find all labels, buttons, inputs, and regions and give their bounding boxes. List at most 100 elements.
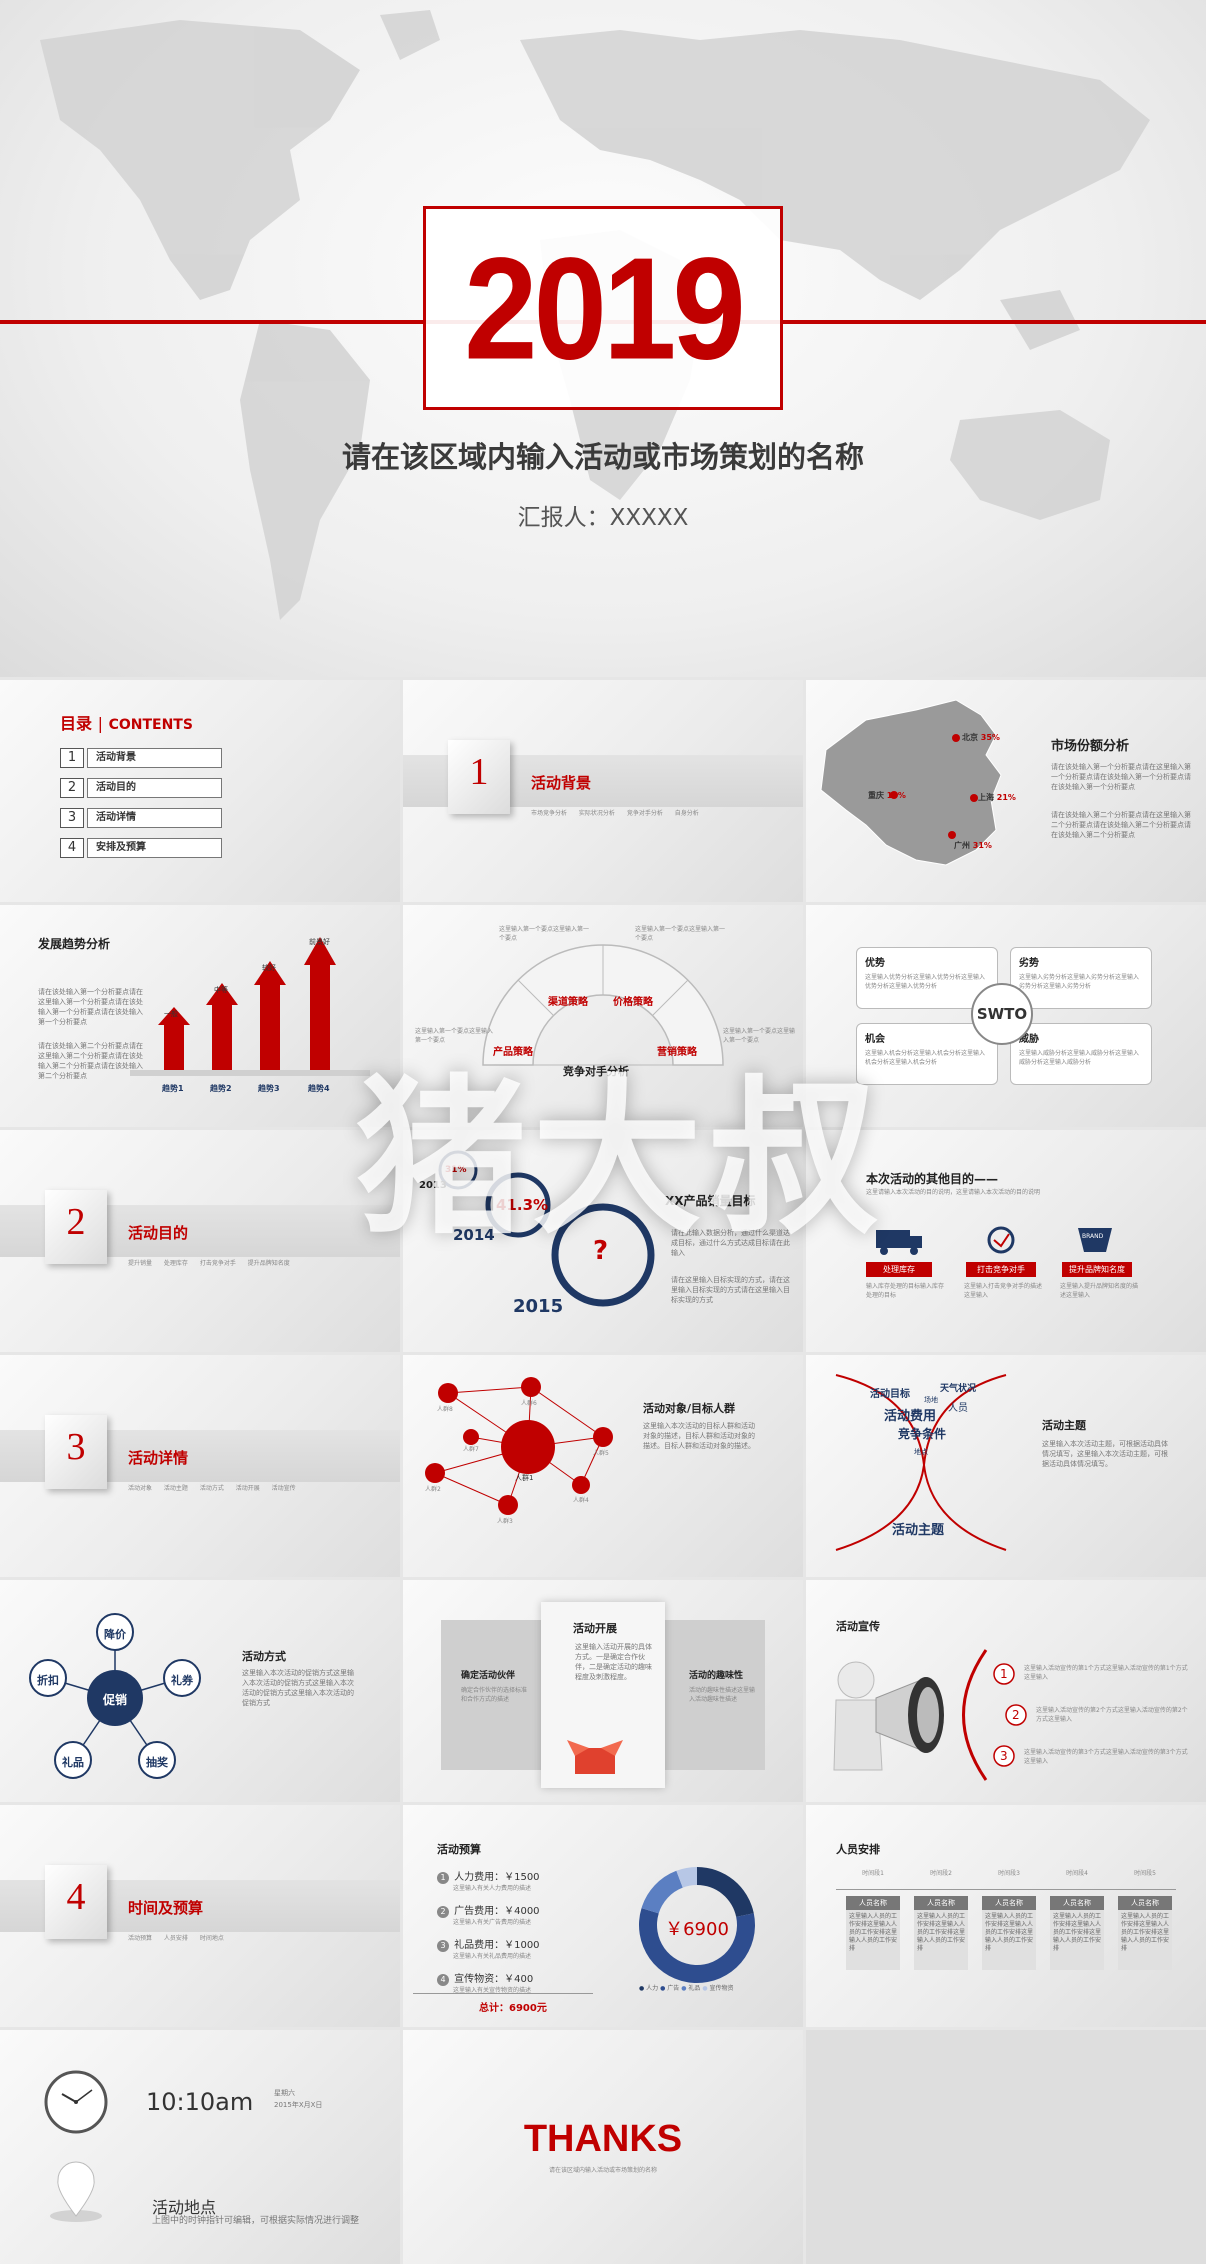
venue-title: 活动地点 [152,2198,217,2217]
method-item: 降价 [104,1628,126,1641]
staff-column: 时间段1 人员名称 这里输入人员的工作安排这里输入人员的工作安排这里输入人员的工作安… [846,1869,900,1970]
section-title: 活动目的 [128,1224,189,1242]
city-label: 北京 35% [962,733,1000,742]
budget-title: 活动预算 [437,1843,481,1856]
audience-slide: 人群1 人群8 人群6 人群7 人群5 人群2 人群4 人群3 活动对象/目标人… [403,1355,803,1577]
section-subtitle: 活动对象 活动主题 活动方式 活动开展 活动宣传 [128,1485,296,1492]
staff-slide: 人员安排 时间段1 人员名称 这里输入人员的工作安排这里输入人员的工作安排这里输入人… [806,1805,1206,2027]
budget-donut-chart [639,1867,755,1983]
staff-column: 时间段4 人员名称 这里输入人员的工作安排这里输入人员的工作安排这里输入人员的工作安… [1050,1869,1104,1970]
launch-right-title: 活动的趣味性 [689,1671,744,1681]
section-4-slide: 4 时间及预算 活动预算 人员安排 时间地点 [0,1805,400,2027]
theme-word: 人员 [948,1403,968,1414]
section-subtitle: 提升销量 处理库存 打击竞争对手 提升品牌知名度 [128,1260,290,1267]
toc-label: 安排及预算 [87,838,222,858]
market-note-2: 请在该处输入第二个分析要点请在这里输入第二个分析要点请在该处输入第二个分析要点请… [1051,811,1191,839]
time-venue-slide: 10:10am 星期六 2015年X月X日 活动地点 上图中的时钟指针可编辑，可… [0,2030,400,2264]
toc-num: 1 [60,748,84,768]
market-share-slide: 北京 35% 重庆 13% 上海 21% 广州 31% 市场份额分析 请在该处输… [806,680,1206,902]
theme-word: 活动费用 [884,1409,937,1424]
strategy-segment: 渠道策略 [548,997,588,1008]
toc-title-en: CONTENTS [108,717,193,733]
promo-text: 这里输入活动宣传的第2个方式这里输入活动宣传的第2个方式这里输入 [1036,1707,1188,1723]
brand-badge: BRAND [1082,1233,1104,1240]
promotion-title: 活动宣传 [836,1620,880,1633]
donut-center-label: ￥6900 [665,1919,729,1940]
hero-reporter: 汇报人：XXXXX [517,505,689,531]
theme-title: 活动主题 [1042,1419,1086,1432]
audience-node: 人群8 [437,1406,453,1413]
goal-icons [876,1226,1112,1255]
method-hub [29,1613,201,1779]
strategy-segment: 营销策略 [657,1047,697,1058]
theme-word: 竞争条件 [898,1427,947,1441]
title-slide: 2019 请在该区域内输入活动或市场策划的名称 汇报人：XXXXX [0,0,1206,677]
section-title: 时间及预算 [128,1899,204,1917]
method-item: 抽奖 [146,1756,168,1769]
competitor-point: 这里输入第一个要点这里输入第一个要点 [635,926,726,942]
sales-goal-title: XX产品销量目标 [665,1194,756,1208]
launch-title: 活动开展 [573,1622,617,1635]
method-text: 这里输入本次活动的促销方式这里输入本次活动的促销方式这里输入本次活动的促销方式这… [242,1669,354,1707]
donut-slice-宣传物资 [676,1867,697,1888]
toc-item-4[interactable]: 4 安排及预算 [60,838,222,858]
donut-slice-广告 [639,1908,755,1983]
hero-year: 2019 [464,227,746,389]
toc-num: 3 [60,808,84,828]
launch-right-text: 活动的趣味性描述这里输入活动趣味性描述 [689,1687,756,1703]
launch-left-title: 确定活动伙伴 [461,1671,516,1681]
sales-note-1: 请在此输入数据分析，通过什么渠道达成目标，通过什么方式达成目标请在此输入 [671,1229,790,1257]
theme-word: 地点 [914,1448,928,1456]
goal-text: 这里输入打击竞争对手的描述这里输入 [964,1283,1043,1299]
theme-slide: 活动目标 天气状况 场地 人员 活动费用 竞争条件 地点 活动主题 活动主题 这… [806,1355,1206,1577]
section-number: 1 [469,751,489,793]
promo-num: 3 [1000,1749,1008,1763]
budget-slide: 活动预算 1 人力费用：￥1500 这里输入有关人力费用的描述 2 广告费用：￥4… [403,1805,803,2027]
competitor-fan [482,944,724,1066]
megaphone-figure [833,1649,1027,1781]
budget-item: 2 广告费用：￥4000 这里输入有关广告费用的描述 [437,1899,587,1927]
trend-slide: 发展趋势分析 请在该处输入第一个分析要点请在这里输入第一个分析要点请在该处输入第… [0,905,400,1127]
toc-slide: 目录 | CONTENTS 1 活动背景 2 活动目的 3 活动详情 4 安排及预算 [0,680,400,902]
thanks-sub: 请在该区域内输入活动或市场策划的名称 [548,2167,657,2174]
trend-label: 趋势4 [308,1084,330,1093]
clock-icon [44,2070,108,2222]
audience-center: 人群1 [515,1474,534,1482]
toc-item-1[interactable]: 1 活动背景 [60,748,222,768]
goal-pill: 处理库存 [866,1262,932,1277]
promo-num: 1 [1000,1667,1008,1681]
section-2-slide: 2 活动目的 提升销量 处理库存 打击竞争对手 提升品牌知名度 [0,1130,400,1352]
market-share-title: 市场份额分析 [1051,739,1130,754]
staff-title: 人员安排 [836,1843,880,1856]
theme-word: 活动目标 [870,1389,910,1400]
competitor-slide: 产品策略 渠道策略 价格策略 营销策略 竞争对手分析 这里输入第一个要点这里输入… [403,905,803,1127]
budget-item: 3 礼品费用：￥1000 这里输入有关礼品费用的描述 [437,1933,587,1961]
toc-item-2[interactable]: 2 活动目的 [60,778,222,798]
other-goals-slide: 本次活动的其他目的—— 这里请输入本次活动的目的说明，这里请输入本次活动的目的说… [806,1130,1206,1352]
trend-title: 发展趋势分析 [38,937,111,951]
audience-node: 人群5 [593,1450,609,1457]
toc-num: 4 [60,838,84,858]
thanks-title: THANKS [523,2118,683,2160]
trend-note-1: 请在该处输入第一个分析要点请在这里输入第一个分析要点请在该处输入第一个分析要点请… [38,988,143,1026]
swot-weakness: 劣势 这里输入劣势分析这里输入劣势分析这里输入劣势分析这里输入劣势分析 [1010,947,1152,1009]
method-center: 促销 [102,1693,127,1707]
audience-node: 人群6 [521,1400,537,1407]
sales-goal-circles [438,1150,655,1307]
trend-tag: 前景好 [309,938,330,946]
toc-item-3[interactable]: 3 活动详情 [60,808,222,828]
question-mark: ? [593,1236,609,1266]
thanks-slide: THANKS 请在该区域内输入活动或市场策划的名称 [403,2030,803,2264]
toc-title-cn: 目录 [60,714,93,733]
toc-label: 活动背景 [87,748,222,768]
section-subtitle: 市场竞争分析 实际状况分析 竞争对手分析 自身分析 [531,810,699,817]
year-label: 2014 [453,1226,495,1244]
competitor-point: 这里输入第一个要点这里输入第一个要点 [723,1028,796,1044]
competitor-point: 这里输入第一个要点这里输入第一个要点 [415,1028,494,1044]
audience-title: 活动对象/目标人群 [643,1402,736,1415]
clock-weekday: 星期六 [274,2089,295,2097]
section-number-tile [45,1865,107,1939]
toc-label: 活动详情 [87,808,222,828]
city-label: 重庆 13% [868,791,906,800]
section-number: 4 [66,1876,86,1918]
